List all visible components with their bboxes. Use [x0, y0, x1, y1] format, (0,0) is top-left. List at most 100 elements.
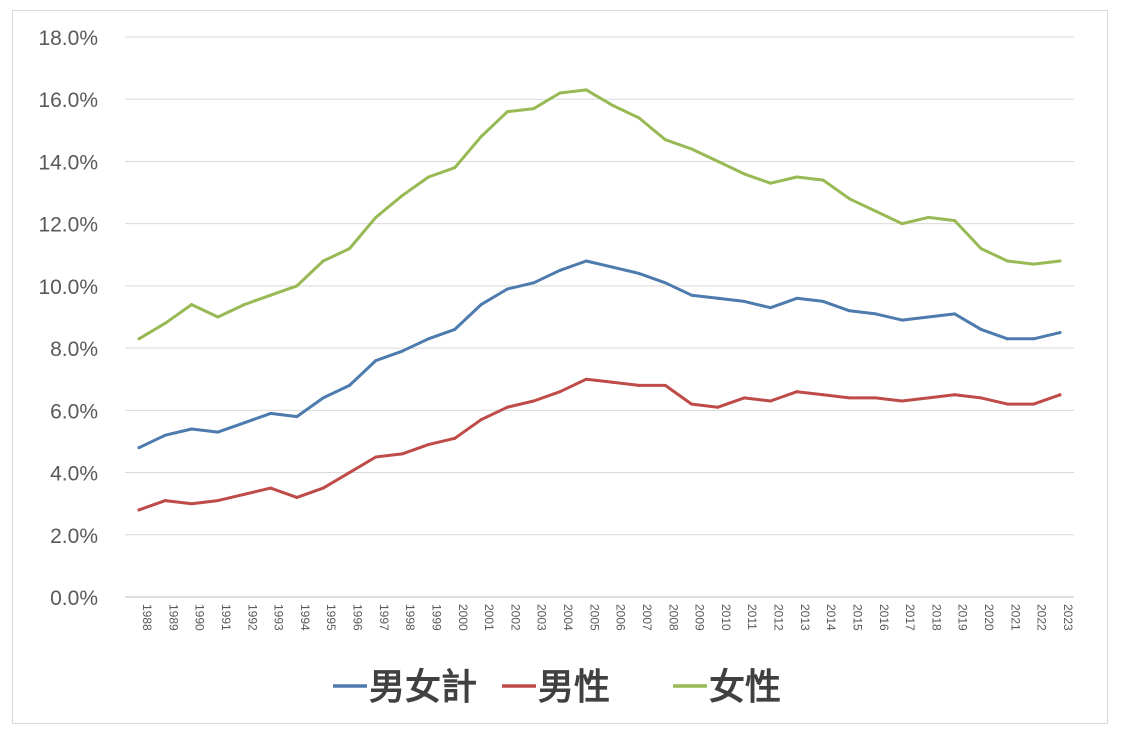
data-point: [558, 390, 562, 394]
data-point: [505, 405, 509, 409]
data-point: [479, 135, 483, 139]
data-point: [479, 418, 483, 422]
x-tick-label: 2007: [640, 604, 654, 631]
data-point: [1005, 259, 1009, 263]
x-tick-label: 2017: [903, 604, 917, 631]
y-tick-label: 4.0%: [50, 463, 98, 486]
data-point: [321, 259, 325, 263]
x-tick-label: 2004: [561, 604, 575, 631]
data-point: [532, 107, 536, 111]
y-tick-label: 8.0%: [50, 338, 98, 361]
data-point: [1058, 259, 1062, 263]
data-point: [374, 215, 378, 219]
x-tick-label: 2012: [772, 604, 786, 631]
data-point: [953, 393, 957, 397]
data-point: [348, 247, 352, 251]
y-tick-label: 18.0%: [38, 27, 98, 50]
y-tick-label: 0.0%: [50, 587, 98, 610]
data-point: [769, 399, 773, 403]
legend-label: 女性: [709, 667, 781, 708]
data-point: [348, 471, 352, 475]
x-tick-label: 1995: [324, 604, 338, 631]
data-point: [216, 430, 220, 434]
y-tick-label: 16.0%: [38, 89, 98, 112]
data-point: [900, 399, 904, 403]
data-point: [558, 268, 562, 272]
data-point: [742, 172, 746, 176]
legend-label: 男女計: [369, 667, 477, 708]
data-point: [611, 265, 615, 269]
data-point: [874, 312, 878, 316]
data-point: [269, 486, 273, 490]
data-point: [1005, 337, 1009, 341]
data-point: [216, 315, 220, 319]
x-tick-label: 2003: [535, 604, 549, 631]
data-point: [716, 159, 720, 163]
data-point: [742, 396, 746, 400]
x-tick-label: 2022: [1035, 604, 1049, 631]
data-point: [584, 377, 588, 381]
x-tick-label: 2006: [614, 604, 628, 631]
data-point: [242, 492, 246, 496]
data-point: [453, 166, 457, 170]
data-point: [163, 433, 167, 437]
data-point: [1005, 402, 1009, 406]
data-point: [137, 508, 141, 512]
x-tick-label: 1992: [245, 604, 259, 631]
y-tick-label: 6.0%: [50, 400, 98, 423]
data-point: [453, 436, 457, 440]
data-point: [795, 175, 799, 179]
data-point: [953, 312, 957, 316]
data-point: [874, 396, 878, 400]
x-tick-label: 2016: [877, 604, 891, 631]
x-tick-label: 2014: [824, 604, 838, 631]
y-tick-label: 2.0%: [50, 525, 98, 548]
data-point: [400, 452, 404, 456]
data-point: [558, 91, 562, 95]
x-tick-label: 2008: [666, 604, 680, 631]
x-tick-label: 2019: [956, 604, 970, 631]
data-point: [742, 299, 746, 303]
x-tick-label: 1998: [403, 604, 417, 631]
x-tick-label: 2015: [850, 604, 864, 631]
x-tick-label: 2009: [693, 604, 707, 631]
data-point: [1032, 402, 1036, 406]
data-point: [137, 337, 141, 341]
data-point: [900, 318, 904, 322]
x-tick-label: 1991: [219, 604, 233, 631]
data-point: [505, 110, 509, 114]
data-point: [269, 293, 273, 297]
data-point: [190, 502, 194, 506]
data-point: [295, 284, 299, 288]
data-point: [611, 380, 615, 384]
series-line-1: [137, 377, 1062, 512]
data-point: [295, 415, 299, 419]
data-point: [242, 421, 246, 425]
x-tick-label: 2000: [456, 604, 470, 631]
data-point: [584, 88, 588, 92]
data-point: [1032, 262, 1036, 266]
x-tick-label: 2018: [929, 604, 943, 631]
legend-item-0: 男女計: [333, 667, 477, 708]
x-tick-label: 2001: [482, 604, 496, 631]
data-point: [979, 396, 983, 400]
x-tick-label: 2023: [1061, 604, 1075, 631]
data-point: [505, 287, 509, 291]
x-tick-label: 1996: [351, 604, 365, 631]
data-point: [847, 396, 851, 400]
data-point: [795, 296, 799, 300]
data-point: [269, 411, 273, 415]
data-point: [926, 215, 930, 219]
data-point: [453, 327, 457, 331]
y-tick-label: 14.0%: [38, 151, 98, 174]
series-line-0: [137, 259, 1062, 450]
data-point: [216, 499, 220, 503]
data-point: [821, 393, 825, 397]
data-point: [426, 175, 430, 179]
data-point: [242, 303, 246, 307]
x-tick-label: 2010: [719, 604, 733, 631]
x-tick-label: 1990: [193, 604, 207, 631]
data-point: [769, 181, 773, 185]
data-point: [900, 222, 904, 226]
data-point: [979, 247, 983, 251]
